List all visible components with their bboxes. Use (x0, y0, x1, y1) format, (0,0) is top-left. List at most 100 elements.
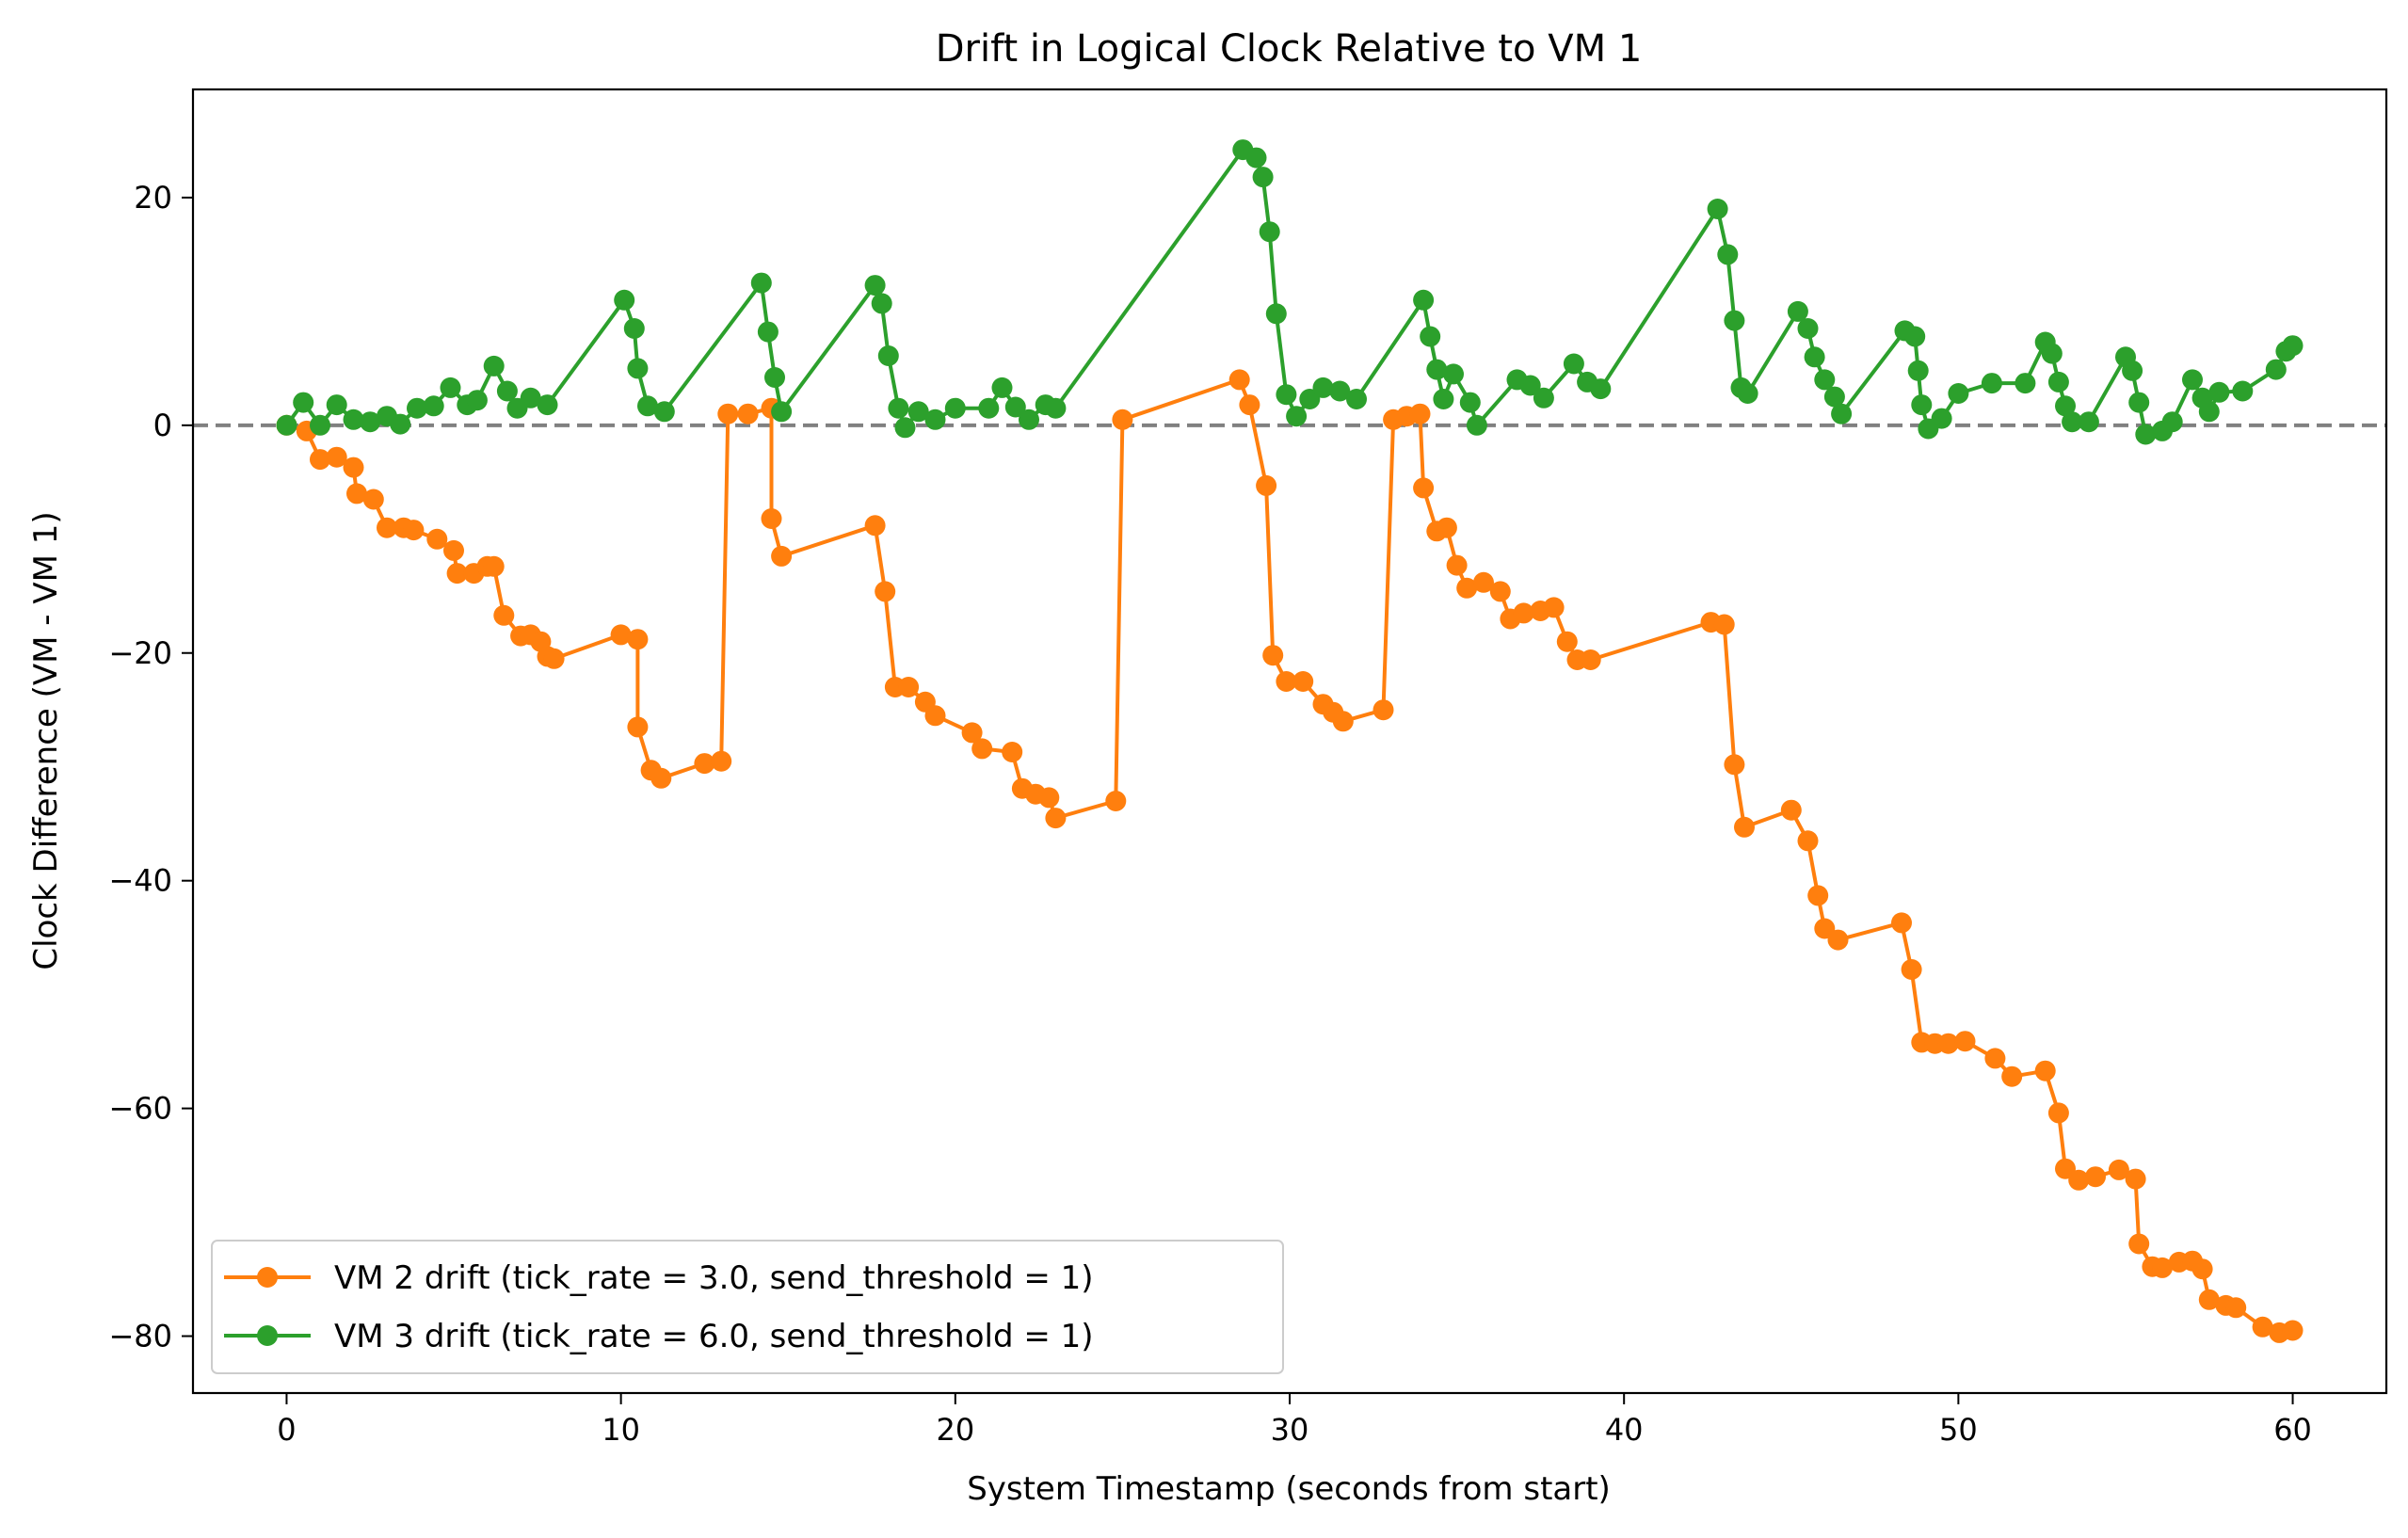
data-point (1038, 787, 1060, 809)
data-point (1563, 353, 1584, 375)
data-point (2191, 1258, 2213, 1280)
data-point (1787, 300, 1808, 322)
legend-marker-vm2 (257, 1267, 278, 1288)
data-point (737, 403, 759, 425)
data-point (1276, 671, 1297, 692)
data-point (1019, 409, 1039, 430)
data-point (771, 401, 793, 423)
data-point (711, 750, 732, 772)
data-point (443, 539, 464, 561)
data-point (653, 401, 675, 423)
data-point (276, 414, 297, 436)
data-point (390, 413, 411, 435)
legend-marker-vm3 (257, 1325, 278, 1346)
data-point (2001, 1065, 2023, 1087)
data-point (2282, 335, 2304, 357)
data-point (1804, 346, 1825, 368)
data-point (1797, 830, 1819, 852)
data-point (623, 318, 645, 339)
data-point (924, 705, 946, 727)
legend-label-vm2: VM 2 drift (tick_rate = 3.0, send_thresh… (334, 1259, 1094, 1297)
data-point (2062, 411, 2083, 433)
data-point (483, 355, 505, 376)
data-point (1346, 389, 1367, 409)
data-point (2232, 380, 2254, 402)
data-point (360, 411, 381, 433)
data-point (1112, 409, 1133, 430)
data-point (1937, 1033, 1959, 1054)
data-point (2152, 1257, 2173, 1278)
data-point (343, 457, 364, 478)
data-point (326, 394, 347, 416)
data-point (1265, 303, 1287, 325)
data-point (493, 604, 515, 626)
data-point (407, 397, 427, 419)
y-tick-label: −80 (108, 1319, 172, 1354)
data-point (971, 738, 993, 760)
data-point (1332, 711, 1354, 732)
data-point (1105, 791, 1127, 811)
x-axis-label: System Timestamp (seconds from start) (967, 1470, 1611, 1508)
data-point (1456, 577, 1478, 599)
data-point (627, 358, 649, 379)
data-point (1045, 397, 1067, 419)
x-tick-label: 10 (602, 1412, 640, 1448)
data-point (1556, 631, 1578, 652)
data-point (1373, 699, 1394, 721)
data-point (1259, 221, 1280, 243)
data-point (694, 753, 715, 775)
data-point (1466, 414, 1487, 436)
data-point (293, 392, 314, 413)
data-point (898, 677, 920, 697)
data-point (1426, 359, 1448, 380)
data-point (520, 387, 541, 409)
y-tick-label: −20 (108, 635, 172, 671)
data-point (1984, 1048, 2006, 1069)
data-point (888, 397, 909, 419)
data-point (750, 272, 772, 294)
data-point (1823, 386, 1845, 408)
data-point (2041, 343, 2063, 364)
data-point (1807, 885, 1829, 906)
data-point (627, 629, 649, 650)
data-point (1004, 396, 1026, 418)
y-tick-label: 20 (134, 180, 172, 216)
data-point (466, 390, 488, 411)
x-tick-label: 30 (1271, 1412, 1309, 1448)
data-point (1002, 742, 1023, 762)
data-point (2122, 360, 2143, 381)
data-point (537, 394, 558, 416)
data-point (1590, 378, 1612, 400)
data-point (1473, 571, 1494, 593)
data-point (864, 515, 886, 537)
data-point (978, 397, 1000, 419)
data-point (1981, 373, 2002, 394)
x-axis-ticks: 0 10 20 30 40 50 60 (277, 1393, 2312, 1448)
data-point (403, 520, 425, 541)
x-tick-label: 20 (936, 1412, 974, 1448)
data-point (627, 716, 649, 738)
data-point (1446, 554, 1468, 576)
x-tick-label: 0 (277, 1412, 296, 1448)
data-point (2125, 1168, 2146, 1190)
data-point (1519, 375, 1541, 396)
data-point (1312, 376, 1334, 398)
legend-box (211, 1240, 1284, 1374)
data-point (2252, 1316, 2273, 1338)
data-point (1724, 310, 1745, 331)
data-point (637, 395, 658, 417)
x-tick-label: 50 (1939, 1412, 1978, 1448)
data-point (1911, 394, 1933, 416)
y-axis-ticks: −80 −60 −40 −20 0 20 (108, 180, 193, 1354)
data-point (310, 449, 330, 471)
data-point (2078, 411, 2099, 433)
data-point (2068, 1169, 2090, 1191)
data-point (1436, 517, 1457, 538)
data-point (2282, 1320, 2304, 1341)
data-point (2034, 1060, 2056, 1081)
data-point (1827, 929, 1849, 951)
data-point (1724, 754, 1745, 776)
data-point (944, 397, 966, 419)
data-point (764, 367, 785, 388)
